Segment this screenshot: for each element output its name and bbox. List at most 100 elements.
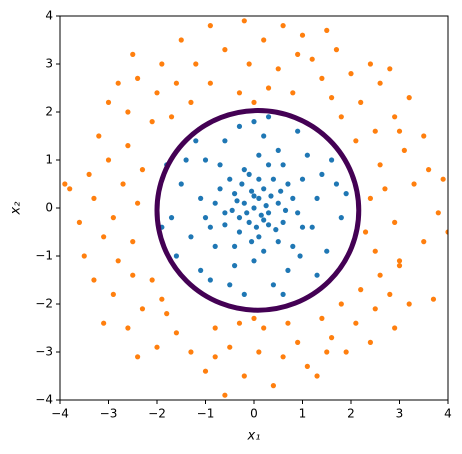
point (227, 282, 233, 288)
point (382, 186, 388, 192)
point (295, 339, 301, 345)
point (265, 162, 272, 168)
point (338, 215, 344, 221)
point (387, 291, 393, 297)
point (309, 224, 315, 230)
y-axis-label: x₂ (9, 202, 24, 216)
point (130, 239, 136, 245)
point (236, 215, 243, 221)
point (241, 200, 247, 206)
point (314, 195, 320, 201)
point (248, 239, 255, 245)
point (120, 181, 126, 187)
point (367, 61, 373, 67)
point (105, 157, 112, 163)
point (251, 258, 257, 264)
point (265, 222, 272, 228)
point (76, 219, 82, 225)
point (256, 349, 262, 355)
point (435, 210, 441, 216)
point (246, 219, 252, 225)
point (270, 383, 276, 389)
point (173, 80, 179, 86)
point (202, 157, 209, 163)
point (110, 215, 116, 221)
point (96, 133, 102, 139)
x-tick-label: 1 (299, 407, 307, 421)
point (251, 193, 257, 199)
point (319, 315, 325, 321)
point (110, 291, 116, 297)
point (314, 272, 320, 278)
point (244, 210, 250, 216)
point (256, 176, 262, 182)
point (202, 368, 209, 374)
point (212, 325, 218, 331)
point (329, 335, 335, 341)
y-tick-label: −4 (35, 393, 53, 407)
point (125, 109, 131, 115)
point (353, 320, 359, 326)
point (377, 80, 383, 86)
point (258, 212, 264, 218)
point (285, 181, 291, 187)
point (212, 243, 218, 249)
point (309, 56, 315, 62)
point (256, 195, 262, 201)
point (261, 217, 267, 223)
point (421, 133, 427, 139)
point (241, 291, 247, 297)
y-tick-label: 2 (45, 105, 53, 119)
point (421, 239, 427, 245)
point (295, 210, 301, 216)
x-tick-label: −4 (51, 407, 69, 421)
point (236, 123, 243, 129)
point (135, 75, 141, 81)
y-tick-label: 0 (45, 201, 53, 215)
point (275, 147, 281, 153)
x-tick-label: −3 (100, 407, 118, 421)
y-tick-label: −1 (35, 249, 53, 263)
point (338, 301, 344, 307)
point (241, 18, 247, 24)
point (426, 167, 432, 173)
point (406, 95, 412, 101)
point (280, 219, 286, 225)
point (198, 195, 204, 201)
point (280, 291, 286, 297)
point (236, 90, 243, 96)
x-tick-label: −2 (148, 407, 166, 421)
point (251, 315, 257, 321)
point (445, 229, 448, 235)
point (297, 253, 303, 259)
point (81, 253, 87, 259)
point (372, 306, 378, 312)
point (217, 186, 223, 192)
point (173, 253, 179, 259)
x-tick-label: 3 (396, 407, 404, 421)
point (273, 227, 279, 233)
point (135, 200, 141, 206)
point (329, 95, 335, 101)
point (251, 99, 257, 105)
point (159, 61, 165, 67)
point (139, 167, 146, 173)
point (372, 248, 378, 254)
point (193, 61, 199, 67)
point (285, 320, 291, 326)
point (222, 222, 228, 228)
point (130, 51, 136, 58)
point (115, 80, 121, 86)
point (183, 157, 189, 163)
point (125, 325, 131, 331)
point (149, 119, 155, 125)
point (392, 114, 398, 120)
point (246, 171, 252, 177)
point (212, 354, 218, 360)
y-tick-label: −3 (35, 345, 53, 359)
point (304, 363, 310, 369)
point (212, 200, 218, 206)
point (329, 157, 335, 163)
point (295, 128, 301, 134)
point (343, 191, 349, 197)
